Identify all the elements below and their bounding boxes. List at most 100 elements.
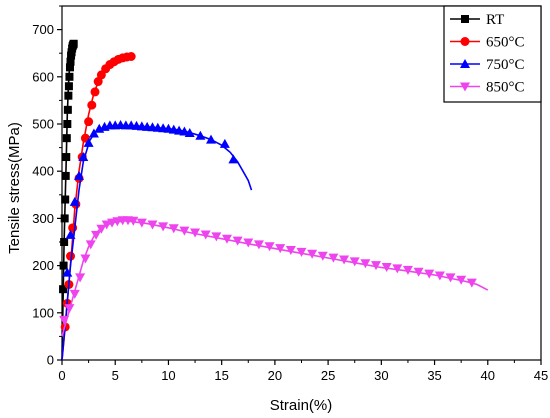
data-point-rt xyxy=(60,238,69,246)
x-tick-label: 45 xyxy=(534,368,548,383)
y-tick-label: 100 xyxy=(32,305,54,320)
data-point-750c xyxy=(219,138,230,148)
data-point-850c xyxy=(128,216,139,226)
data-point-750c xyxy=(195,130,206,140)
legend-item-850c: 850°C xyxy=(450,80,525,96)
data-point-750c xyxy=(206,134,217,144)
data-point-rt xyxy=(61,195,70,204)
y-tick-label: 0 xyxy=(47,353,54,368)
legend-item-rt: RT xyxy=(450,12,504,28)
data-point-750c xyxy=(184,127,195,137)
data-point-850c xyxy=(424,269,435,279)
data-point-850c xyxy=(190,228,201,238)
data-point-rt xyxy=(61,171,70,180)
data-point-750c xyxy=(88,128,99,138)
data-point-850c xyxy=(101,220,112,230)
data-point-rt xyxy=(69,39,78,48)
data-point-850c xyxy=(381,263,392,273)
data-point-850c xyxy=(69,289,80,299)
data-point-850c xyxy=(285,246,296,256)
series-layer xyxy=(59,39,489,361)
data-point-850c xyxy=(200,230,211,240)
x-tick-label: 20 xyxy=(268,368,282,383)
y-tick-label: 700 xyxy=(32,22,54,37)
data-point-850c xyxy=(179,226,190,236)
data-point-rt xyxy=(63,120,72,128)
data-point-650c xyxy=(84,117,94,127)
series-rt xyxy=(59,39,78,361)
legend-label-850c: 850°C xyxy=(486,80,525,96)
x-tick-label: 0 xyxy=(58,368,65,383)
data-point-rt xyxy=(66,57,75,66)
x-axis-label: Strain(%) xyxy=(270,397,333,414)
data-point-850c xyxy=(339,255,350,265)
y-tick-label: 200 xyxy=(32,258,54,273)
data-point-850c xyxy=(402,265,413,275)
data-point-650c xyxy=(66,251,76,261)
data-point-rt xyxy=(63,105,72,114)
x-tick-label: 10 xyxy=(161,368,175,383)
data-point-850c xyxy=(264,242,275,252)
legend-marker-750c xyxy=(460,59,470,68)
x-tick-label: 5 xyxy=(112,368,119,383)
data-point-850c xyxy=(296,247,307,257)
y-axis-label: Tensile stress(MPa) xyxy=(6,122,23,254)
legend-marker-650c xyxy=(460,37,470,46)
data-point-rt xyxy=(59,285,68,294)
data-point-rt xyxy=(62,134,71,143)
data-point-750c xyxy=(74,170,85,180)
legend-item-750c: 750°C xyxy=(450,57,525,73)
y-tick-label: 300 xyxy=(32,211,54,226)
data-point-rt xyxy=(60,214,69,223)
series-850c xyxy=(59,216,489,337)
data-point-850c xyxy=(221,234,232,244)
data-point-850c xyxy=(349,257,360,267)
data-point-rt xyxy=(65,63,74,72)
data-point-850c xyxy=(147,220,158,230)
y-tick-label: 500 xyxy=(32,117,54,132)
x-tick-label: 35 xyxy=(427,368,441,383)
data-point-850c xyxy=(59,315,70,325)
data-point-850c xyxy=(434,271,445,281)
data-point-850c xyxy=(456,275,467,285)
data-point-850c xyxy=(253,240,264,250)
data-point-850c xyxy=(64,304,75,314)
data-point-850c xyxy=(211,232,222,242)
series-line-850c xyxy=(61,219,489,337)
data-point-rt xyxy=(62,153,71,162)
x-tick-label: 30 xyxy=(374,368,388,383)
data-point-850c xyxy=(360,259,371,269)
x-tick-label: 25 xyxy=(321,368,335,383)
axes-layer: 0 5 10 15 20 25 30 35 40 45 0 100 200 300 400 500 600 700 xyxy=(32,5,548,383)
data-point-850c xyxy=(243,238,254,248)
data-point-850c xyxy=(168,224,179,234)
legend-item-650c: 650°C xyxy=(450,35,525,51)
data-point-850c xyxy=(80,254,91,264)
series-750c xyxy=(61,119,253,361)
legend-label-650c: 650°C xyxy=(486,35,525,51)
data-point-rt xyxy=(64,82,73,91)
data-point-850c xyxy=(136,218,147,228)
data-point-850c xyxy=(413,267,424,277)
data-point-850c xyxy=(392,264,403,274)
data-point-850c xyxy=(371,261,382,271)
data-point-750c xyxy=(78,152,89,162)
data-point-850c xyxy=(75,273,86,283)
data-point-rt xyxy=(65,72,74,81)
legend-label-rt: RT xyxy=(486,12,504,28)
data-point-650c xyxy=(126,52,136,62)
data-point-650c xyxy=(87,100,97,110)
data-point-850c xyxy=(307,249,318,259)
data-point-750c xyxy=(62,267,73,277)
data-point-850c xyxy=(158,222,169,232)
data-point-rt xyxy=(59,261,68,270)
x-tick-label: 40 xyxy=(481,368,495,383)
data-point-850c xyxy=(96,224,107,234)
legend: RT 650°C 750°C 850°C xyxy=(443,5,542,103)
y-tick-label: 400 xyxy=(32,164,54,179)
data-point-850c xyxy=(275,244,286,254)
data-point-850c xyxy=(466,278,477,288)
data-point-850c xyxy=(232,236,243,246)
y-tick-label: 600 xyxy=(32,69,54,84)
